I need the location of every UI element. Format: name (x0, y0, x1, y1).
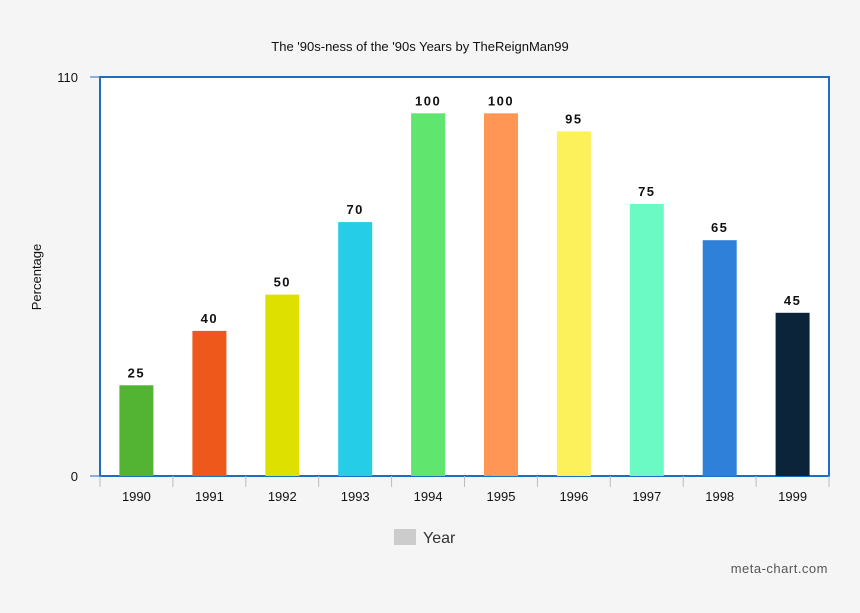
watermark: meta-chart.com (731, 561, 828, 576)
legend-label: Year (423, 530, 456, 547)
data-label-1997: 75 (638, 184, 655, 199)
x-tick-label-1991: 1991 (195, 489, 224, 504)
x-tick-label-1993: 1993 (341, 489, 370, 504)
data-label-1995: 100 (488, 93, 514, 108)
bars-group: 25 40 50 70 100 100 95 75 65 45 (119, 93, 810, 477)
x-tick-label-1994: 1994 (414, 489, 443, 504)
y-tick-label-110: 110 (57, 70, 78, 85)
x-axis: 1990 1991 1992 1993 1994 1995 1996 1997 1998 1999 (99, 476, 830, 504)
bar-1996 (556, 131, 591, 476)
y-axis: 0 110 (57, 70, 100, 484)
y-tick-label-0: 0 (71, 469, 78, 484)
x-tick-label-1997: 1997 (632, 489, 661, 504)
bar-1994 (411, 113, 446, 477)
data-label-1992: 50 (274, 275, 291, 290)
legend[interactable]: Year (394, 529, 456, 547)
data-label-1993: 70 (346, 202, 363, 217)
chart-title: The '90s-ness of the '90s Years by TheRe… (271, 39, 568, 54)
x-tick-label-1999: 1999 (778, 489, 807, 504)
bar-1993 (338, 222, 373, 476)
y-axis-label: Percentage (29, 244, 44, 311)
data-label-1991: 40 (201, 311, 218, 326)
data-label-1994: 100 (415, 93, 441, 108)
x-tick-label-1992: 1992 (268, 489, 297, 504)
x-tick-label-1990: 1990 (122, 489, 151, 504)
data-label-1990: 25 (128, 365, 145, 380)
bar-1997 (629, 204, 664, 476)
bar-1990 (119, 385, 154, 476)
data-label-1998: 65 (711, 220, 728, 235)
x-tick-label-1996: 1996 (559, 489, 588, 504)
x-tick-label-1998: 1998 (705, 489, 734, 504)
bar-1991 (192, 330, 227, 476)
bar-1995 (484, 113, 518, 477)
bar-1999 (775, 312, 810, 476)
bar-1998 (702, 240, 737, 476)
bar-1992 (265, 294, 300, 476)
x-tick-label-1995: 1995 (487, 489, 516, 504)
data-label-1999: 45 (784, 293, 801, 308)
legend-swatch (394, 529, 416, 545)
data-label-1996: 95 (565, 111, 582, 126)
